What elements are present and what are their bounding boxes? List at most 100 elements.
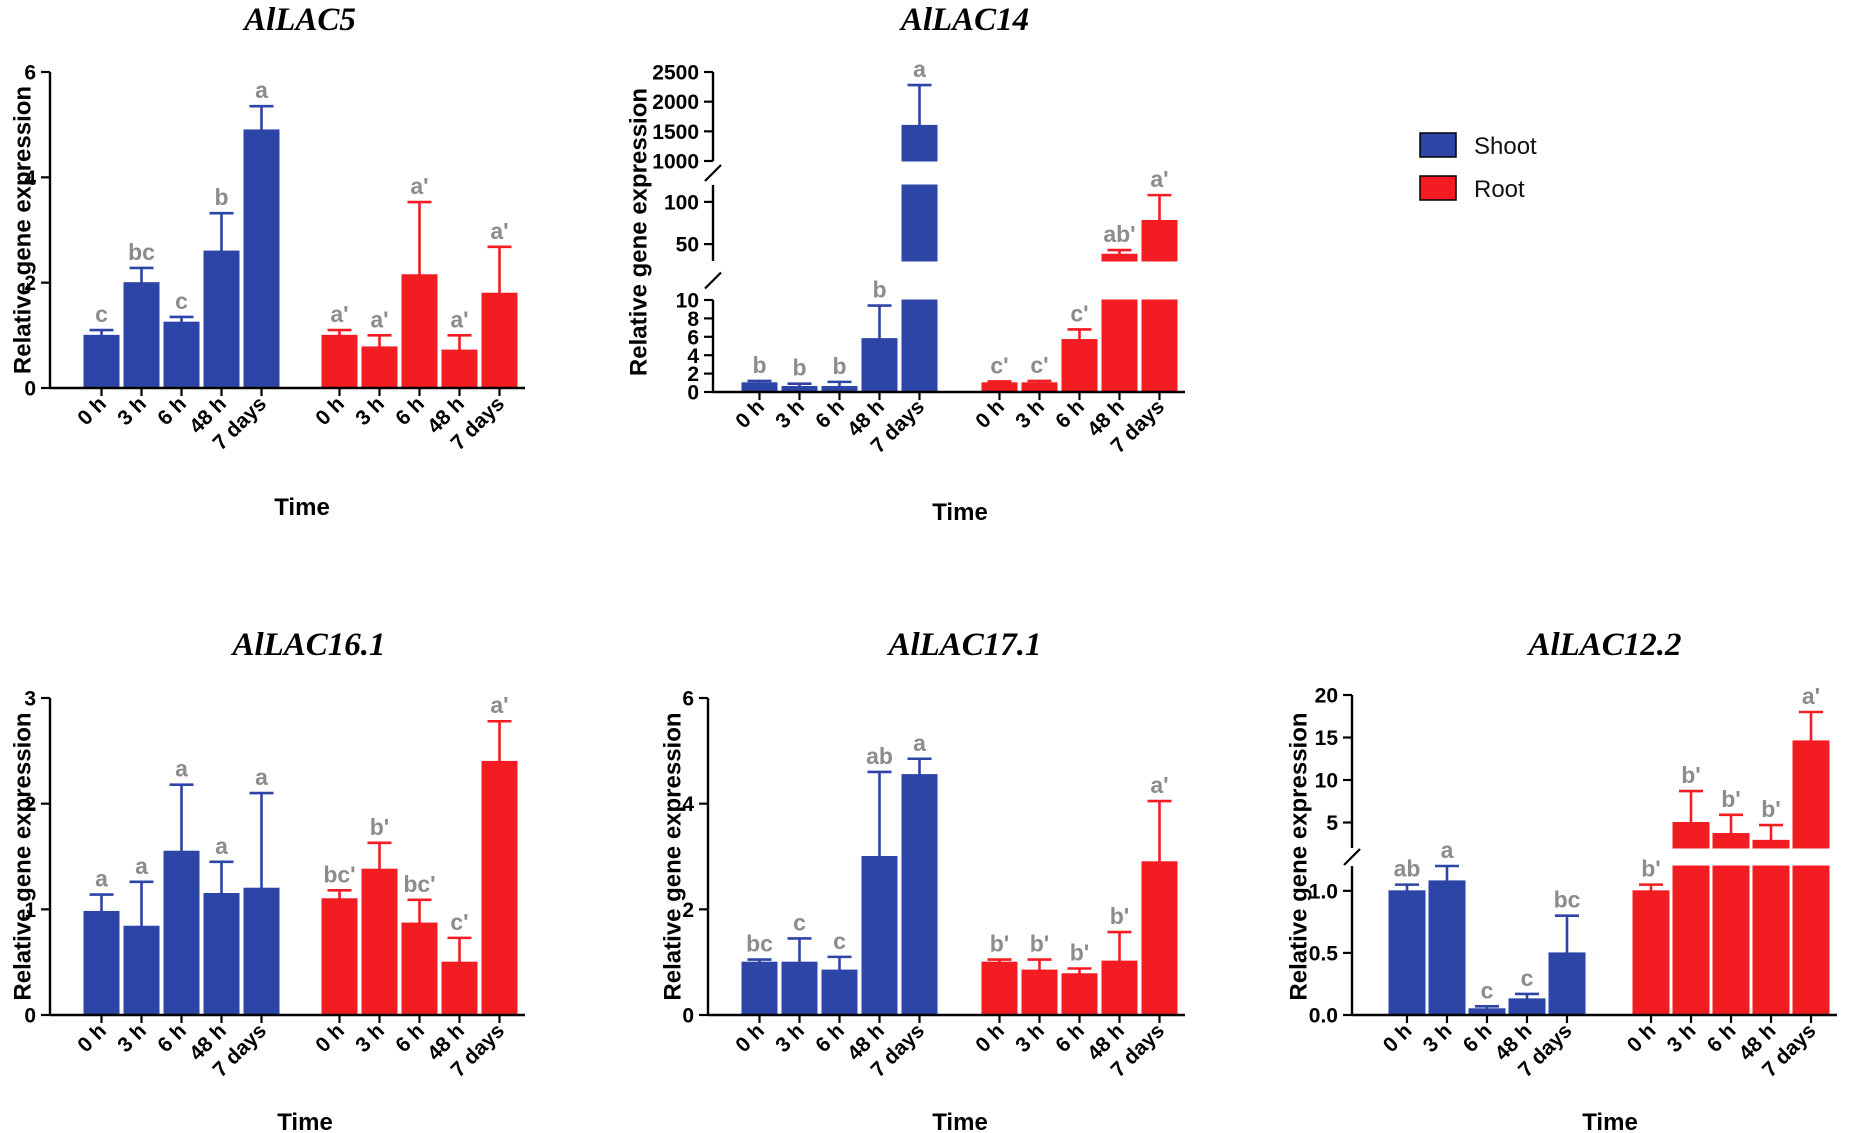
bar <box>1428 880 1466 1016</box>
significance-label: bc' <box>403 871 435 897</box>
category-label: 6 h <box>811 1019 849 1057</box>
significance-label: bc <box>746 931 773 957</box>
significance-label: b' <box>1641 856 1661 882</box>
category-label: 0 h <box>731 1019 769 1057</box>
bar <box>1508 998 1546 1016</box>
significance-label: a <box>135 853 148 879</box>
significance-label: b <box>214 184 228 210</box>
y-tick-label: 4 <box>687 345 699 368</box>
significance-label: c <box>175 288 188 314</box>
x-axis-label: Time <box>932 499 988 526</box>
chart-title: AlLAC16.1 <box>230 627 385 663</box>
category-label: 0 h <box>1379 1019 1417 1057</box>
axis-break-mark <box>704 271 722 290</box>
category-label: 3 h <box>771 395 809 433</box>
bar <box>1141 861 1178 1016</box>
bar <box>1752 839 1790 849</box>
significance-label: a' <box>1802 683 1820 709</box>
bar <box>163 321 200 389</box>
legend-swatch-shoot <box>1419 132 1457 158</box>
bar <box>321 334 358 389</box>
significance-label: a' <box>370 306 388 332</box>
y-tick-label: 0.0 <box>1309 1005 1338 1028</box>
category-label: 6 h <box>391 392 429 430</box>
y-tick-label: 10 <box>676 290 699 313</box>
bar <box>1021 382 1058 393</box>
y-tick-label: 0 <box>24 1005 36 1028</box>
category-label: 3 h <box>113 1019 151 1057</box>
bar <box>321 898 358 1016</box>
category-label: 3 h <box>1011 395 1049 433</box>
bar <box>1752 865 1790 1016</box>
bar <box>123 925 160 1016</box>
chart-title: AlLAC17.1 <box>886 627 1041 663</box>
chart-title: AlLAC5 <box>242 2 356 38</box>
bar <box>901 299 938 393</box>
bar <box>481 292 518 389</box>
significance-label: c <box>1481 977 1494 1003</box>
category-label: 6 h <box>1703 1019 1741 1057</box>
bar <box>861 338 898 393</box>
significance-label: a <box>913 730 926 756</box>
y-tick-label: 0.5 <box>1309 942 1339 965</box>
y-tick-label: 3 <box>24 688 36 711</box>
legend-swatch-root <box>1419 175 1457 201</box>
significance-label: a <box>255 764 268 790</box>
axes: 0 2 4 6 <box>682 688 1185 1028</box>
y-axis-label: Relative gene expression <box>625 88 652 376</box>
significance-label: a' <box>490 218 508 244</box>
y-tick-label: 2 <box>24 272 36 295</box>
bar <box>361 346 398 389</box>
y-tick-label: 1 <box>24 899 36 922</box>
category-label: 0 h <box>731 395 769 433</box>
significance-label: b' <box>1761 796 1781 822</box>
category-label: 6 h <box>1051 395 1089 433</box>
bar <box>441 961 478 1016</box>
category-label: 6 h <box>1459 1019 1497 1057</box>
bar <box>1101 253 1138 262</box>
bar <box>203 250 240 389</box>
category-label: 0 h <box>1623 1019 1661 1057</box>
axis-break-mark <box>1343 848 1361 866</box>
legend: Shoot Root <box>1419 132 1537 203</box>
bar <box>83 910 120 1016</box>
bar <box>1141 299 1178 393</box>
significance-label: a' <box>1150 166 1168 192</box>
significance-label: a <box>175 756 188 782</box>
category-label: 6 h <box>1051 1019 1089 1057</box>
y-tick-label: 1000 <box>652 151 699 174</box>
category-label: 3 h <box>351 392 389 430</box>
series-root: bc'0 hb'3 hbc'6 hc'48 ha'7 days <box>311 692 518 1082</box>
legend-label-shoot: Shoot <box>1474 133 1537 160</box>
y-tick-label: 20 <box>1315 685 1338 708</box>
bar <box>1632 890 1670 1016</box>
significance-label: c <box>95 301 108 327</box>
bar <box>203 892 240 1016</box>
bar <box>1021 969 1058 1016</box>
x-axis-label: Time <box>1582 1109 1638 1133</box>
bar <box>1061 973 1098 1016</box>
significance-label: c <box>793 909 806 935</box>
significance-label: a' <box>410 173 428 199</box>
axes: 0 2 4 6 <box>24 62 525 401</box>
category-label: 3 h <box>351 1019 389 1057</box>
bar <box>1101 960 1138 1016</box>
bar <box>861 856 898 1016</box>
bar <box>1792 740 1830 849</box>
y-tick-label: 6 <box>682 688 694 711</box>
y-tick-label: 0 <box>682 1005 694 1028</box>
significance-label: a' <box>330 301 348 327</box>
significance-label: b' <box>990 931 1010 957</box>
bar <box>1672 865 1710 1016</box>
category-label: 0 h <box>971 1019 1009 1057</box>
significance-label: b' <box>1721 786 1741 812</box>
bar <box>901 184 938 262</box>
significance-label: b <box>872 277 886 303</box>
y-tick-label: 4 <box>682 793 694 816</box>
